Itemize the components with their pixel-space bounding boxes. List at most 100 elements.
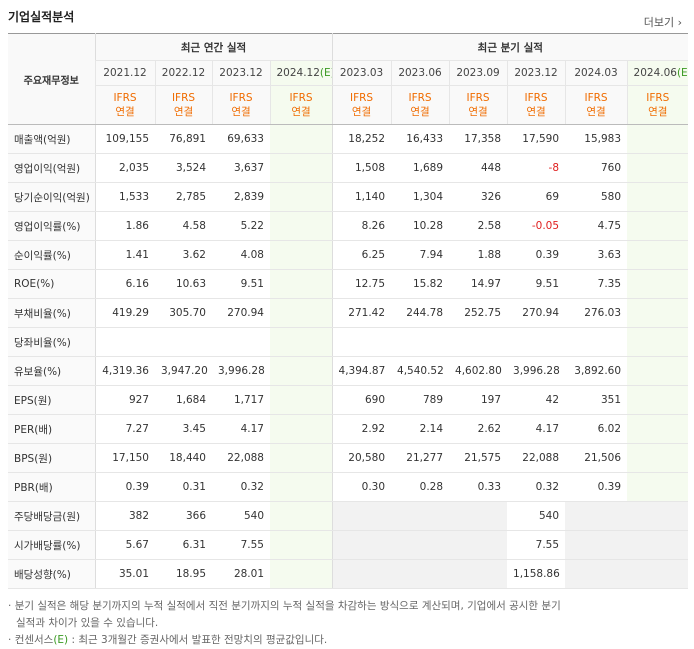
- data-row: 부채비율(%) 419.29 305.70 270.94 271.42 244.78 252…: [8, 298, 689, 328]
- value-cell: [270, 298, 333, 328]
- value-cell: [270, 414, 333, 444]
- value-cell: 3.62: [155, 240, 212, 270]
- accounting-standard: IFRS: [171, 92, 196, 104]
- row-label: 배당성향(%): [8, 559, 96, 589]
- group-header: 최근 연간 실적: [94, 33, 333, 61]
- value-cell: [627, 124, 689, 154]
- value-cell: [155, 327, 212, 357]
- value-cell: [391, 327, 450, 357]
- value-cell: 7.35: [565, 269, 628, 299]
- header-row: 주요재무정보 최근 연간 실적 최근 분기 실적: [8, 33, 689, 125]
- value-cell: 2.14: [391, 414, 450, 444]
- data-row: 당기순이익(억원) 1,533 2,785 2,839 1,140 1,304 326 69 5…: [8, 182, 689, 212]
- value-cell: 7.94: [391, 240, 450, 270]
- value-cell: 18,440: [155, 443, 212, 473]
- value-cell: 6.31: [155, 530, 212, 560]
- value-cell: [270, 356, 333, 386]
- value-cell: [449, 327, 508, 357]
- value-cell: [270, 182, 333, 212]
- value-cell: 21,575: [449, 443, 508, 473]
- value-cell: [270, 472, 333, 502]
- accounting-standard: IFRS: [113, 92, 137, 104]
- value-cell: 4.75: [565, 211, 628, 241]
- value-cell: 0.30: [331, 472, 392, 502]
- period: 2022.12: [161, 67, 206, 79]
- value-cell: [449, 559, 508, 589]
- value-cell: 18.95: [155, 559, 212, 589]
- value-cell: [391, 530, 450, 560]
- row-label: 영업이익(억원): [8, 153, 96, 183]
- data-row: 주당배당금(원) 382 366 540 540: [8, 501, 689, 531]
- value-cell: [449, 530, 508, 560]
- row-label: 부채비율(%): [8, 298, 96, 328]
- standard-header: IFRS 연결: [331, 85, 392, 125]
- value-cell: 4.08: [212, 240, 270, 270]
- accounting-standard: IFRS: [584, 92, 608, 104]
- standard-header: IFRS 연결: [154, 85, 212, 125]
- value-cell: 42: [507, 385, 566, 415]
- note-text: 분기 실적은 해당 분기까지의 누적 실적에서 직전 분기까지의 누적 실적을 …: [14, 600, 561, 629]
- note: 컨센서스(E) : 최근 3개월간 증권사에서 발표한 전망치의 평균값입니다.: [8, 632, 568, 649]
- value-cell: 276.03: [565, 298, 628, 328]
- value-cell: 3,637: [212, 153, 270, 183]
- value-cell: [565, 327, 628, 357]
- value-cell: [507, 327, 566, 357]
- value-cell: [270, 124, 333, 154]
- value-cell: 21,277: [391, 443, 450, 473]
- value-cell: 3,892.60: [565, 356, 628, 386]
- value-cell: 6.25: [331, 240, 392, 270]
- standard-row: IFRS 연결 IFRS 연결 IFRS 연결 IFRS 연결 IFRS 연결 IFRS 연결 IFRS…: [8, 85, 689, 125]
- estimate-mark: (E): [53, 634, 69, 646]
- period: 2024.06: [633, 67, 677, 79]
- value-cell: [627, 269, 689, 299]
- period: 2023.09: [456, 67, 500, 79]
- value-cell: 789: [391, 385, 450, 415]
- value-cell: [627, 240, 689, 270]
- value-cell: 76,891: [155, 124, 212, 154]
- consolidation-scope: 연결: [526, 106, 546, 118]
- value-cell: 5.67: [95, 530, 155, 560]
- value-cell: 109,155: [95, 124, 155, 154]
- value-cell: 366: [155, 501, 212, 531]
- period: 2024.03: [574, 67, 618, 79]
- value-cell: 540: [212, 501, 270, 531]
- value-cell: 17,150: [95, 443, 155, 473]
- row-label: BPS(원): [8, 443, 96, 473]
- value-cell: 4.17: [212, 414, 270, 444]
- period-header: 2022.12: [154, 60, 212, 86]
- value-cell: 0.28: [391, 472, 450, 502]
- more-link[interactable]: 더보기: [644, 14, 682, 30]
- data-row: BPS(원) 17,150 18,440 22,088 20,580 21,277 21,5…: [8, 443, 689, 473]
- consolidation-scope: 연결: [291, 106, 311, 118]
- value-cell: 0.32: [212, 472, 270, 502]
- value-cell: [391, 501, 450, 531]
- data-row: 배당성향(%) 35.01 18.95 28.01 1,158.86: [8, 559, 689, 589]
- corner-cell: 주요재무정보: [8, 33, 95, 125]
- value-cell: 382: [95, 501, 155, 531]
- value-cell: [391, 559, 450, 589]
- value-cell: 2.62: [449, 414, 508, 444]
- value-cell: 1.88: [449, 240, 508, 270]
- value-cell: 6.02: [565, 414, 628, 444]
- value-cell: 448: [449, 153, 508, 183]
- note: 분기 실적은 해당 분기까지의 누적 실적에서 직전 분기까지의 누적 실적을 …: [8, 598, 568, 632]
- section-title: 기업실적분석: [8, 10, 75, 24]
- value-cell: 1,508: [331, 153, 392, 183]
- value-cell: 0.39: [507, 240, 566, 270]
- consolidation-scope: 연결: [468, 106, 488, 118]
- value-cell: 2.92: [331, 414, 392, 444]
- value-cell: 1,684: [155, 385, 212, 415]
- period-header: 2024.03: [564, 60, 628, 86]
- value-cell: 0.39: [95, 472, 155, 502]
- row-label: 영업이익률(%): [8, 211, 96, 241]
- accounting-standard: IFRS: [229, 92, 253, 104]
- period: 2023.03: [339, 67, 384, 79]
- accounting-standard: IFRS: [289, 92, 313, 104]
- value-cell: 2,035: [95, 153, 155, 183]
- value-cell: 540: [507, 501, 566, 531]
- value-cell: [627, 153, 689, 183]
- row-label: 주당배당금(원): [8, 501, 96, 531]
- accounting-standard: IFRS: [349, 92, 374, 104]
- value-cell: -8: [507, 153, 566, 183]
- value-cell: 1.41: [95, 240, 155, 270]
